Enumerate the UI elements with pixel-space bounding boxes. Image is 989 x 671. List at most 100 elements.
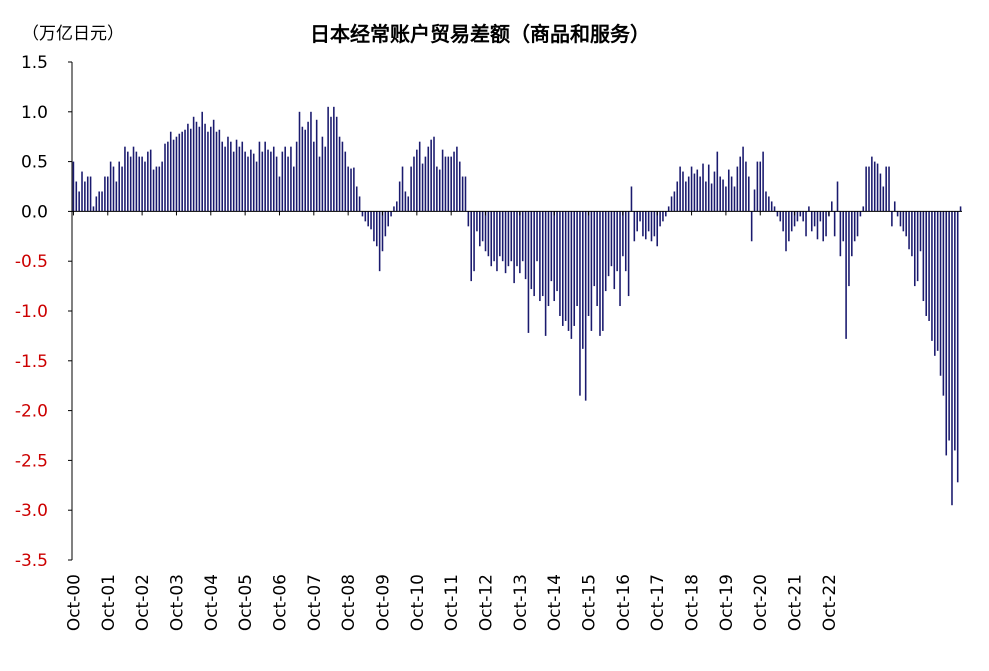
bar	[599, 211, 601, 336]
bar	[476, 211, 478, 232]
bar	[796, 211, 799, 222]
bar	[665, 211, 667, 217]
bar	[896, 211, 899, 217]
bar	[519, 211, 521, 274]
bar	[89, 176, 92, 212]
x-tick-label: Oct-08	[339, 574, 359, 631]
bar	[318, 156, 321, 212]
bar	[118, 161, 120, 212]
bar	[158, 166, 161, 212]
bar	[753, 189, 756, 212]
bar	[727, 169, 730, 212]
bar	[456, 146, 458, 212]
bar	[524, 211, 527, 280]
bar	[281, 151, 284, 212]
y-axis: 1.5 1.0 0.5 0.0 -0.5 -1.0 -1.5 -2.0 -2.5 -3.0 -3.5	[15, 53, 72, 571]
bar	[873, 161, 876, 212]
bar	[865, 166, 867, 212]
bar	[670, 196, 673, 212]
bar	[544, 211, 547, 336]
bar	[358, 196, 361, 212]
bar	[272, 146, 275, 212]
bar	[530, 211, 533, 290]
bar	[149, 149, 152, 212]
bar	[768, 196, 770, 212]
bar	[424, 156, 427, 212]
bar	[584, 211, 587, 401]
bar	[676, 181, 679, 212]
bar	[650, 211, 653, 242]
x-tick-label: Oct-18	[683, 574, 703, 631]
bar	[788, 211, 790, 242]
x-tick-label: Oct-04	[202, 574, 222, 631]
bar	[98, 191, 100, 212]
bar	[295, 141, 298, 212]
bar	[833, 211, 836, 237]
bar	[238, 146, 241, 212]
bar	[135, 151, 138, 212]
bar	[235, 139, 238, 212]
bar	[109, 161, 112, 212]
bar	[106, 176, 109, 212]
bar	[75, 181, 78, 212]
bar	[370, 211, 372, 230]
x-tick-label: Oct-02	[133, 574, 153, 631]
x-tick-label: Oct-11	[442, 574, 462, 631]
bar	[647, 211, 650, 232]
bar	[556, 211, 558, 292]
bar	[536, 211, 538, 262]
bar	[527, 211, 530, 333]
bar	[579, 211, 581, 396]
bar	[361, 211, 364, 217]
bar	[713, 171, 716, 212]
bar	[387, 211, 389, 227]
bar	[679, 166, 681, 212]
bar	[550, 211, 553, 282]
bar	[951, 211, 953, 506]
bar	[161, 161, 163, 212]
bar	[624, 211, 627, 272]
bar	[636, 211, 638, 232]
bar	[416, 149, 418, 212]
bar	[275, 156, 278, 212]
bar	[293, 166, 295, 212]
bar	[553, 211, 555, 302]
bar	[948, 211, 950, 441]
bar	[802, 211, 804, 222]
bar	[353, 167, 355, 212]
y-tick-label: 1.0	[21, 103, 48, 123]
bar	[384, 211, 387, 237]
bar	[453, 151, 455, 212]
bar	[902, 211, 905, 232]
bar	[928, 211, 930, 321]
bar	[659, 211, 661, 227]
bar	[390, 211, 392, 217]
x-tick-label: Oct-22	[820, 574, 840, 631]
bar	[104, 176, 106, 212]
bar	[267, 149, 269, 212]
bar	[167, 141, 169, 212]
bar	[287, 156, 289, 212]
bar	[192, 116, 195, 212]
bar	[433, 136, 435, 212]
bar	[899, 211, 902, 227]
bar	[547, 211, 550, 307]
bar	[381, 211, 384, 252]
bar	[851, 211, 853, 257]
bar	[539, 211, 541, 302]
bar	[364, 211, 367, 222]
bar	[939, 211, 942, 376]
bar	[871, 156, 873, 212]
bar	[324, 146, 327, 212]
bar	[132, 146, 135, 212]
x-tick-label: Oct-19	[717, 574, 737, 631]
bar	[842, 211, 845, 242]
y-tick-label: -0.5	[15, 252, 48, 272]
bar	[493, 211, 495, 262]
chart-title: 日本经常账户贸易差额（商品和服务）	[310, 22, 650, 46]
bar	[856, 211, 859, 237]
bar	[607, 211, 610, 277]
bar	[504, 211, 507, 274]
bar	[936, 211, 939, 351]
x-tick-label: Oct-09	[374, 574, 394, 631]
